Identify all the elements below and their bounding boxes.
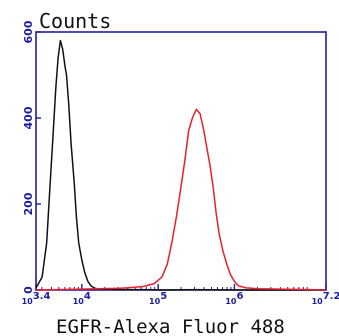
- y-tick-label: 400: [22, 106, 35, 129]
- x-tick-base: 10: [312, 297, 324, 306]
- x-tick-base: 10: [73, 297, 85, 306]
- x-tick-base: 10: [225, 297, 237, 306]
- y-axis-title: Counts: [39, 9, 111, 33]
- x-axis-title: EGFR-Alexa Fluor 488: [56, 316, 285, 336]
- y-tick-label: 0: [22, 286, 35, 294]
- x-tick-base: 10: [149, 297, 161, 306]
- x-tick-label: 106: [225, 291, 243, 306]
- x-tick-exponent: 5: [160, 291, 167, 302]
- x-axis-ticks: 103.4 104 105 106 107.2: [22, 284, 339, 306]
- y-tick-label: 600: [22, 20, 35, 43]
- x-tick-label: 105: [149, 291, 167, 306]
- x-tick-label: 107.2: [312, 291, 339, 306]
- series-layer: [35, 39, 327, 291]
- histogram-series-line-1: [35, 39, 326, 291]
- x-tick-exponent: 7.2: [323, 291, 339, 302]
- y-tick-label: 200: [22, 192, 35, 215]
- x-tick-label: 103.4: [22, 291, 51, 306]
- x-tick-exponent: 4: [84, 291, 91, 302]
- y-axis-ticks: 0 200 400 600: [22, 20, 41, 294]
- x-tick-exponent: 6: [237, 291, 244, 302]
- x-tick-exponent: 3.4: [33, 291, 51, 302]
- x-tick-label: 104: [73, 291, 91, 306]
- x-tick-base: 10: [22, 297, 34, 306]
- histogram-series-line-2: [35, 108, 327, 291]
